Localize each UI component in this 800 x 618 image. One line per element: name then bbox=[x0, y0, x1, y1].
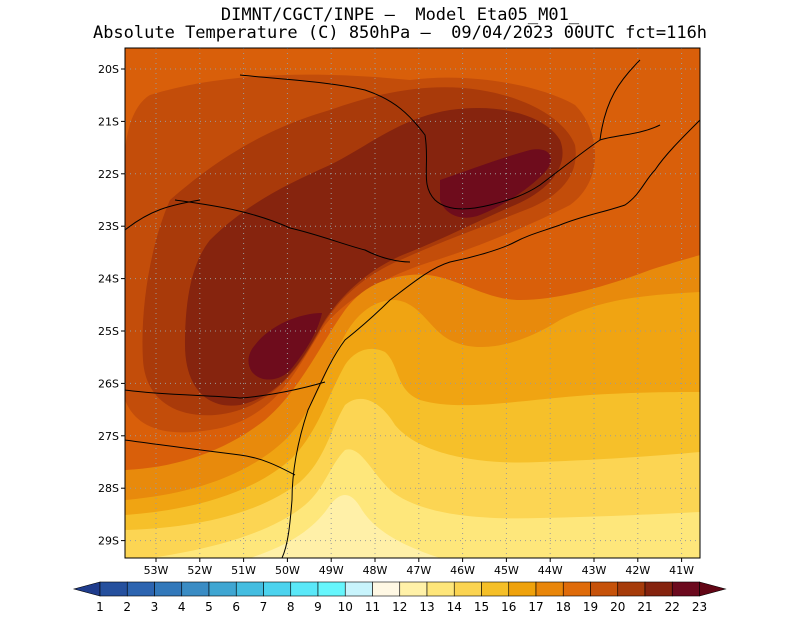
lat-label: 28S bbox=[98, 482, 119, 495]
chart-title-line-1: DIMNT/CGCT/INPE – Model Eta05_M01_ bbox=[220, 5, 580, 25]
river-border bbox=[125, 199, 201, 231]
lon-label: 46W bbox=[450, 564, 475, 577]
colorbar-label: 18 bbox=[556, 600, 571, 614]
lon-label: 51W bbox=[231, 564, 256, 577]
state-border-sc-pr bbox=[125, 381, 326, 399]
colorbar-swatch bbox=[644, 581, 673, 597]
coastline bbox=[281, 119, 700, 558]
lon-label: 43W bbox=[582, 564, 607, 577]
lon-label: 41W bbox=[669, 564, 694, 577]
field-contour-12c bbox=[250, 494, 440, 558]
colorbar-label: 12 bbox=[392, 600, 407, 614]
colorbar: 1 2 3 4 5 6 7 8 9 10 11 12 13 14 15 16 17 18 19 20 21 22 23 bbox=[72, 581, 727, 614]
borders bbox=[125, 59, 700, 558]
colorbar-label: 2 bbox=[123, 600, 131, 614]
colorbar-label: 14 bbox=[447, 600, 462, 614]
colorbar-swatch bbox=[372, 581, 401, 597]
longitude-labels: 53W 52W 51W 50W 49W 48W 47W 46W 45W 44W 43W 42W 41W bbox=[144, 558, 694, 577]
temperature-field bbox=[125, 48, 700, 558]
lon-label: 47W bbox=[406, 564, 431, 577]
lon-label: 53W bbox=[144, 564, 169, 577]
lon-label: 52W bbox=[187, 564, 212, 577]
lat-label: 27S bbox=[98, 430, 119, 443]
colorbar-swatch bbox=[535, 581, 564, 597]
colorbar-swatch bbox=[208, 581, 237, 597]
colorbar-label: 17 bbox=[528, 600, 543, 614]
colorbar-swatch bbox=[562, 581, 591, 597]
colorbar-label: 15 bbox=[474, 600, 489, 614]
colorbar-arrow-high bbox=[699, 581, 727, 597]
colorbar-label: 1 bbox=[96, 600, 104, 614]
lat-label: 25S bbox=[98, 325, 119, 338]
lat-label: 23S bbox=[98, 220, 119, 233]
colorbar-label: 19 bbox=[583, 600, 598, 614]
colorbar-swatch bbox=[481, 581, 510, 597]
colorbar-swatch bbox=[590, 581, 619, 597]
colorbar-swatch bbox=[399, 581, 428, 597]
lat-label: 20S bbox=[98, 63, 119, 76]
colorbar-swatch bbox=[290, 581, 319, 597]
colorbar-label: 10 bbox=[338, 600, 353, 614]
field-contour-22c-east bbox=[440, 149, 551, 218]
colorbar-label: 8 bbox=[287, 600, 295, 614]
colorbar-swatch bbox=[99, 581, 128, 597]
colorbar-label: 13 bbox=[419, 600, 434, 614]
colorbar-label: 3 bbox=[151, 600, 159, 614]
lon-label: 45W bbox=[494, 564, 519, 577]
colorbar-label: 23 bbox=[692, 600, 707, 614]
lat-label: 21S bbox=[98, 115, 119, 128]
colorbar-swatch bbox=[263, 581, 292, 597]
chart-title-line-2: Absolute Temperature (C) 850hPa – 09/04/… bbox=[92, 23, 708, 43]
field-contour-13c bbox=[150, 449, 700, 558]
colorbar-label: 7 bbox=[260, 600, 268, 614]
map-grid bbox=[125, 48, 700, 558]
lat-label: 29S bbox=[98, 535, 119, 548]
lat-label: 22S bbox=[98, 168, 119, 181]
lat-label: 26S bbox=[98, 377, 119, 390]
colorbar-swatch bbox=[426, 581, 455, 597]
colorbar-arrow-low bbox=[72, 581, 101, 597]
colorbar-swatch bbox=[453, 581, 482, 597]
colorbar-swatch bbox=[671, 581, 700, 597]
lon-label: 48W bbox=[363, 564, 388, 577]
state-border-mg-es bbox=[599, 59, 641, 141]
lat-label: 24S bbox=[98, 273, 119, 286]
colorbar-label: 20 bbox=[610, 600, 625, 614]
colorbar-label: 21 bbox=[637, 600, 652, 614]
field-contour-22c bbox=[248, 313, 322, 380]
colorbar-swatch bbox=[235, 581, 264, 597]
colorbar-label: 5 bbox=[205, 600, 213, 614]
lon-label: 50W bbox=[275, 564, 300, 577]
plot-frame bbox=[124, 47, 701, 559]
colorbar-label: 16 bbox=[501, 600, 516, 614]
colorbar-swatch bbox=[317, 581, 346, 597]
colorbar-swatch bbox=[344, 581, 373, 597]
colorbar-swatch bbox=[508, 581, 537, 597]
latitude-labels: 20S 21S 22S 23S 24S 25S 26S 27S 28S 29S bbox=[98, 63, 125, 548]
colorbar-swatch bbox=[617, 581, 646, 597]
colorbar-swatch bbox=[126, 581, 155, 597]
state-border-pr-sp bbox=[174, 199, 411, 263]
colorbar-label: 11 bbox=[365, 600, 380, 614]
lon-label: 49W bbox=[319, 564, 344, 577]
colorbar-label: 22 bbox=[665, 600, 680, 614]
state-border-rs-sc bbox=[125, 439, 296, 476]
colorbar-swatch bbox=[181, 581, 210, 597]
lon-label: 42W bbox=[625, 564, 650, 577]
state-border-sp-mg bbox=[239, 74, 661, 210]
colorbar-swatch bbox=[154, 581, 183, 597]
colorbar-label: 6 bbox=[232, 600, 240, 614]
colorbar-label: 9 bbox=[314, 600, 322, 614]
colorbar-label: 4 bbox=[178, 600, 186, 614]
lon-label: 44W bbox=[538, 564, 563, 577]
